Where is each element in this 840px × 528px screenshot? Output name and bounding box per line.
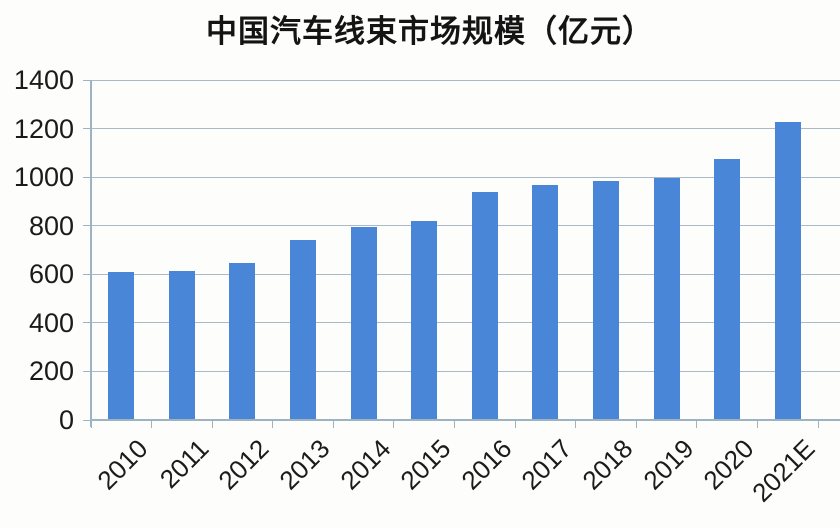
- x-axis-tick: [272, 420, 274, 428]
- y-axis-tick: [83, 273, 90, 275]
- bar-2016: [471, 191, 498, 420]
- gridline: [91, 322, 840, 324]
- y-axis-tick: [83, 79, 90, 81]
- gridline: [91, 225, 840, 227]
- gridline: [91, 79, 840, 81]
- bar-2021E: [774, 122, 801, 420]
- x-axis-tick: [151, 420, 153, 428]
- bar-2017: [532, 184, 559, 420]
- bar-2012: [229, 263, 256, 420]
- x-axis-tick: [696, 420, 698, 428]
- x-axis-tick: [756, 420, 758, 428]
- bar-2020: [714, 158, 741, 420]
- x-axis-tick: [90, 420, 92, 428]
- y-axis: [90, 80, 92, 427]
- bar-2015: [411, 221, 438, 420]
- x-axis: [90, 419, 840, 421]
- gridline: [91, 273, 840, 275]
- y-tick-label: 0: [58, 405, 74, 435]
- x-axis-tick: [393, 420, 395, 428]
- y-tick-label: 1400: [13, 65, 74, 95]
- y-axis-tick: [83, 419, 90, 421]
- x-axis-tick: [514, 420, 516, 428]
- x-axis-tick: [635, 420, 637, 428]
- bar-2013: [290, 239, 317, 420]
- bar-2011: [168, 271, 195, 420]
- x-axis-tick: [575, 420, 577, 428]
- chart-title: 中国汽车线束市场规模（亿元）: [206, 14, 654, 49]
- y-tick-label: 400: [28, 307, 74, 338]
- y-axis-tick: [83, 128, 90, 130]
- y-axis-tick: [83, 322, 90, 324]
- bar-2010: [108, 271, 135, 420]
- y-tick-label: 600: [28, 259, 74, 290]
- y-tick-label: 800: [28, 210, 74, 241]
- x-axis-tick: [817, 420, 819, 428]
- x-axis-tick: [454, 420, 455, 428]
- y-axis-tick: [83, 370, 90, 372]
- x-axis-tick: [211, 420, 213, 428]
- y-tick-label: 200: [28, 356, 74, 387]
- y-axis-tick: [83, 225, 90, 227]
- bar-2014: [350, 227, 377, 420]
- x-axis-tick: [332, 420, 334, 428]
- y-tick-label: 1200: [13, 113, 74, 144]
- gridline: [91, 176, 840, 178]
- bar-2018: [592, 180, 619, 420]
- gridline: [91, 370, 840, 372]
- y-axis-tick: [83, 176, 90, 178]
- bar-2019: [653, 178, 680, 420]
- gridline: [91, 128, 840, 130]
- y-tick-label: 1000: [13, 162, 74, 193]
